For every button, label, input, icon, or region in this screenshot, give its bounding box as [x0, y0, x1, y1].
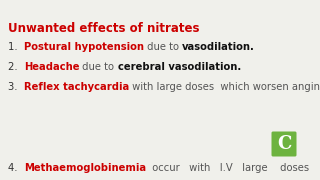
- Text: 1.: 1.: [8, 42, 24, 52]
- Text: with large doses  which worsen angina.: with large doses which worsen angina.: [129, 82, 320, 92]
- Text: Headache: Headache: [24, 62, 79, 72]
- Text: C: C: [277, 135, 291, 153]
- FancyBboxPatch shape: [271, 132, 297, 156]
- Text: Reflex tachycardia: Reflex tachycardia: [24, 82, 129, 92]
- Text: due to: due to: [144, 42, 182, 52]
- Text: 2.: 2.: [8, 62, 24, 72]
- Text: 4.: 4.: [8, 163, 24, 173]
- Text: Unwanted effects of nitrates: Unwanted effects of nitrates: [8, 22, 199, 35]
- Text: occur   with   I.V   large    doses: occur with I.V large doses: [146, 163, 309, 173]
- Text: 3.: 3.: [8, 82, 24, 92]
- Text: Postural hypotension: Postural hypotension: [24, 42, 144, 52]
- Text: due to: due to: [79, 62, 117, 72]
- Text: Methaemoglobinemia: Methaemoglobinemia: [24, 163, 146, 173]
- Text: vasodilation.: vasodilation.: [182, 42, 255, 52]
- Text: cerebral vasodilation.: cerebral vasodilation.: [117, 62, 241, 72]
